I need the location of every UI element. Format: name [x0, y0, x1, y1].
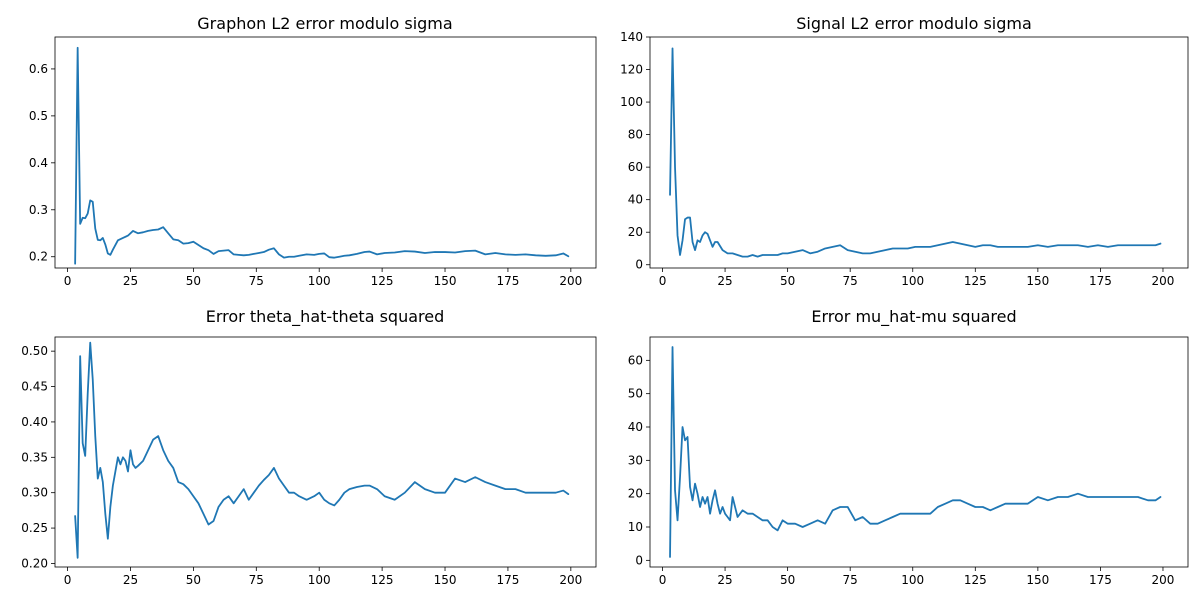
x-tick-label: 200	[559, 274, 582, 288]
x-tick-label: 100	[901, 573, 924, 587]
chart-title: Signal L2 error modulo sigma	[796, 14, 1032, 33]
y-tick-label: 60	[628, 160, 643, 174]
x-tick-label: 25	[717, 573, 732, 587]
y-tick-label: 0	[635, 258, 643, 272]
y-tick-label: 80	[628, 128, 643, 142]
x-tick-label: 50	[186, 573, 201, 587]
x-tick-label: 150	[1026, 274, 1049, 288]
series-line	[74, 341, 570, 559]
y-tick-label: 0.4	[29, 156, 48, 170]
x-tick-label: 0	[659, 573, 667, 587]
y-tick-label: 20	[628, 225, 643, 239]
x-tick-label: 0	[659, 274, 667, 288]
y-tick-label: 0.25	[21, 521, 48, 535]
series-line	[669, 346, 1162, 558]
y-tick-label: 0.30	[21, 486, 48, 500]
y-tick-label: 0.50	[21, 344, 48, 358]
y-tick-label: 0.6	[29, 62, 48, 76]
y-tick-label: 0.40	[21, 415, 48, 429]
x-tick-label: 175	[496, 274, 519, 288]
plot-frame	[54, 336, 597, 568]
x-tick-label: 25	[123, 573, 138, 587]
x-tick-label: 50	[780, 573, 795, 587]
y-tick-label: 50	[628, 387, 643, 401]
chart-theta-error-squared: Error theta_hat-theta squared 0 25 50 75 100…	[21, 307, 597, 587]
y-tick-label: 20	[628, 487, 643, 501]
x-tick-label: 50	[186, 274, 201, 288]
series-line	[669, 47, 1162, 258]
x-tick-label: 200	[559, 573, 582, 587]
y-tick-label: 30	[628, 453, 643, 467]
x-tick-label: 50	[780, 274, 795, 288]
series-line	[74, 46, 570, 265]
x-tick-label: 75	[249, 274, 264, 288]
x-tick-label: 200	[1152, 573, 1175, 587]
x-tick-label: 75	[843, 573, 858, 587]
x-tick-label: 100	[901, 274, 924, 288]
y-tick-label: 0.3	[29, 203, 48, 217]
y-tick-label: 0.35	[21, 450, 48, 464]
x-tick-label: 125	[371, 573, 394, 587]
x-tick-label: 100	[308, 573, 331, 587]
y-tick-label: 140	[620, 30, 643, 44]
x-tick-label: 175	[496, 573, 519, 587]
x-tick-label: 150	[1026, 573, 1049, 587]
x-tick-label: 25	[717, 274, 732, 288]
chart-signal-l2-error: Signal L2 error modulo sigma 0 25 50 75 100 1…	[620, 14, 1189, 288]
x-tick-label: 25	[123, 274, 138, 288]
x-tick-label: 75	[249, 573, 264, 587]
y-tick-label: 0.45	[21, 380, 48, 394]
y-tick-label: 100	[620, 95, 643, 109]
chart-title: Graphon L2 error modulo sigma	[197, 14, 452, 33]
x-tick-label: 75	[843, 274, 858, 288]
x-tick-label: 125	[964, 274, 987, 288]
plot-frame	[649, 36, 1189, 269]
x-tick-label: 100	[308, 274, 331, 288]
y-tick-label: 40	[628, 193, 643, 207]
x-tick-label: 150	[434, 573, 457, 587]
x-tick-label: 0	[64, 573, 72, 587]
y-tick-label: 0.20	[21, 556, 48, 570]
y-tick-label: 40	[628, 420, 643, 434]
plot-frame	[54, 36, 597, 269]
plot-frame	[649, 336, 1189, 568]
y-tick-label: 60	[628, 353, 643, 367]
chart-mu-error-squared: Error mu_hat-mu squared 0 25 50 75 100 125 150…	[628, 307, 1189, 587]
chart-title: Error mu_hat-mu squared	[811, 307, 1016, 327]
x-tick-label: 0	[64, 274, 72, 288]
x-tick-label: 175	[1089, 274, 1112, 288]
x-tick-label: 125	[964, 573, 987, 587]
x-tick-label: 200	[1152, 274, 1175, 288]
chart-title: Error theta_hat-theta squared	[206, 307, 445, 327]
x-tick-label: 125	[371, 274, 394, 288]
x-tick-label: 175	[1089, 573, 1112, 587]
x-tick-label: 150	[434, 274, 457, 288]
y-tick-label: 0	[635, 553, 643, 567]
y-tick-label: 0.2	[29, 250, 48, 264]
y-tick-label: 0.5	[29, 109, 48, 123]
y-tick-label: 10	[628, 520, 643, 534]
chart-graphon-l2-error: Graphon L2 error modulo sigma 0 25 50 75 100…	[29, 14, 597, 288]
y-tick-label: 120	[620, 63, 643, 77]
